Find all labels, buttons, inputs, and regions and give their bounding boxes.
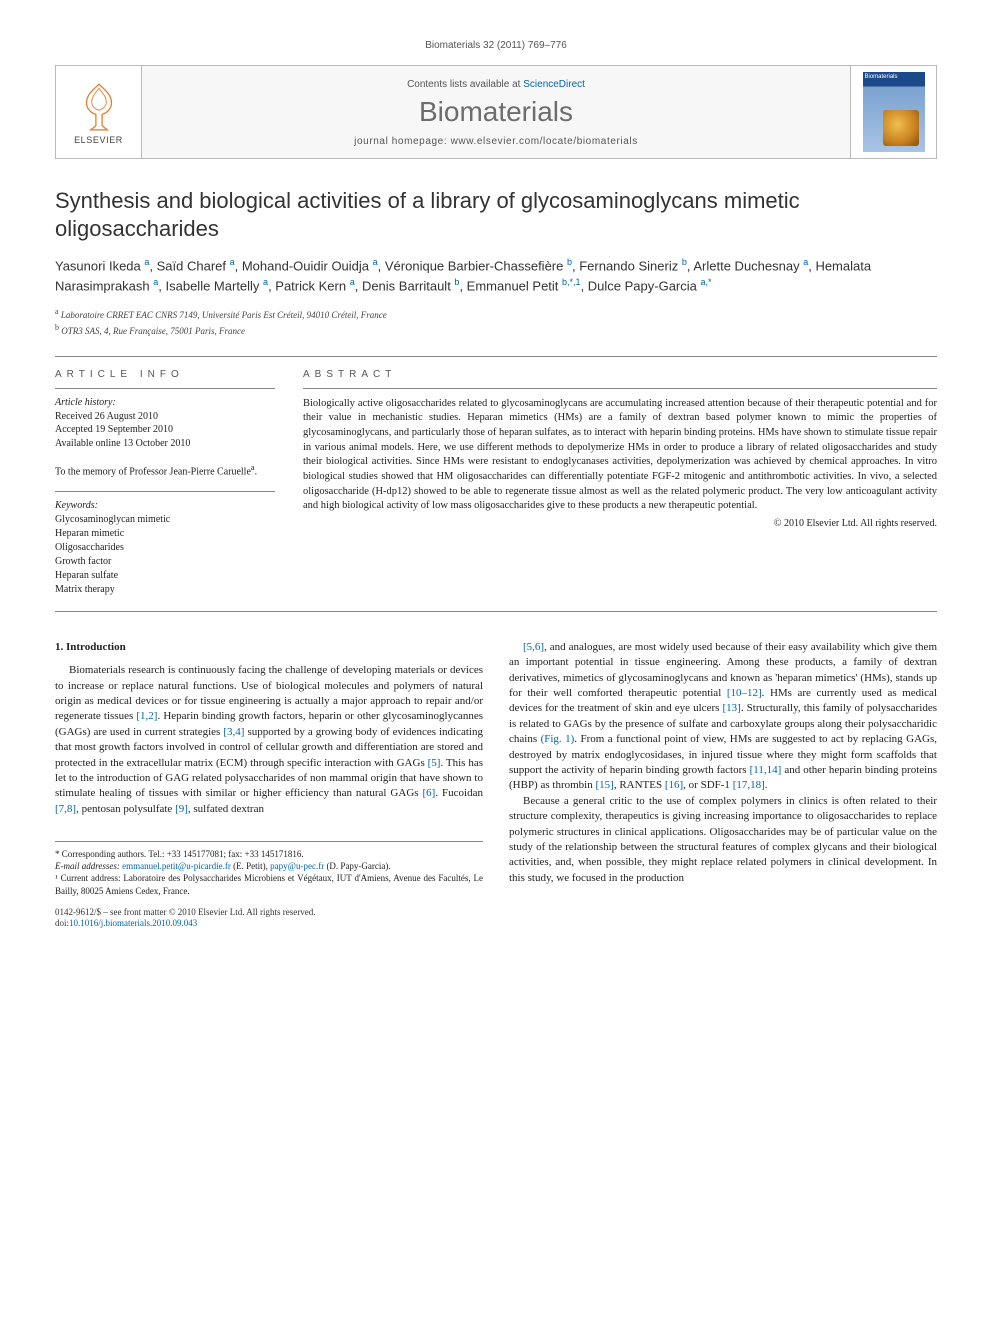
history-received: Received 26 August 2010 — [55, 410, 275, 424]
body-columns: 1. Introduction Biomaterials research is… — [55, 640, 937, 930]
keyword-item: Heparan sulfate — [55, 569, 275, 583]
info-rule — [55, 388, 275, 389]
history-accepted: Accepted 19 September 2010 — [55, 423, 275, 437]
citation-link[interactable]: [9] — [175, 803, 188, 815]
abstract-text: Biologically active oligosaccharides rel… — [303, 397, 937, 515]
footnotes: * Corresponding authors. Tel.: +33 14517… — [55, 841, 483, 930]
email-addresses: E-mail addresses: emmanuel.petit@u-picar… — [55, 860, 483, 872]
doi-line: doi:10.1016/j.biomaterials.2010.09.043 — [55, 918, 483, 930]
running-header: Biomaterials 32 (2011) 769–776 — [55, 40, 937, 51]
doi-link[interactable]: 10.1016/j.biomaterials.2010.09.043 — [69, 918, 197, 928]
figure-link[interactable]: (Fig. 1) — [541, 733, 575, 745]
citation-link[interactable]: [16] — [665, 779, 683, 791]
sciencedirect-link[interactable]: ScienceDirect — [523, 79, 585, 90]
journal-masthead: ELSEVIER Contents lists available at Sci… — [55, 65, 937, 159]
email-link-papy[interactable]: papy@u-pec.fr — [270, 861, 324, 871]
publisher-name: ELSEVIER — [74, 135, 123, 145]
journal-cover-thumb: Biomaterials — [850, 66, 936, 158]
intro-para-2: [5,6], and analogues, are most widely us… — [509, 640, 937, 794]
keyword-item: Growth factor — [55, 555, 275, 569]
affiliation-a: a Laboratoire CRRET EAC CNRS 7149, Unive… — [55, 306, 937, 322]
citation-link[interactable]: [5] — [428, 757, 441, 769]
publisher-logo: ELSEVIER — [56, 66, 142, 158]
abstract-label: ABSTRACT — [303, 369, 937, 380]
kw-rule — [55, 491, 275, 492]
citation-link[interactable]: [6] — [423, 787, 436, 799]
keywords-label: Keywords: — [55, 500, 275, 511]
contents-prefix: Contents lists available at — [407, 79, 523, 90]
keyword-item: Oligosaccharides — [55, 541, 275, 555]
homepage-link[interactable]: www.elsevier.com/locate/biomaterials — [451, 136, 638, 147]
citation-link[interactable]: [10–12] — [727, 687, 762, 699]
keyword-item: Matrix therapy — [55, 583, 275, 597]
current-address: ¹ Current address: Laboratoire des Polys… — [55, 872, 483, 896]
abstract-rule — [303, 388, 937, 389]
article-title: Synthesis and biological activities of a… — [55, 187, 937, 242]
homepage-prefix: journal homepage: — [354, 136, 450, 147]
issn-line: 0142-9612/$ – see front matter © 2010 El… — [55, 907, 483, 919]
intro-para-1: Biomaterials research is continuously fa… — [55, 663, 483, 817]
keyword-item: Glycosaminoglycan mimetic — [55, 513, 275, 527]
masthead-center: Contents lists available at ScienceDirec… — [142, 66, 850, 158]
citation-link[interactable]: [7,8] — [55, 803, 76, 815]
abstract-copyright: © 2010 Elsevier Ltd. All rights reserved… — [303, 518, 937, 529]
abstract-column: ABSTRACT Biologically active oligosaccha… — [303, 369, 937, 597]
citation-link[interactable]: [17,18] — [733, 779, 765, 791]
citation-link[interactable]: [15] — [595, 779, 613, 791]
citation-link[interactable]: [11,14] — [750, 764, 782, 776]
journal-name: Biomaterials — [146, 96, 846, 128]
cover-title: Biomaterials — [865, 74, 923, 80]
front-matter-copyright: 0142-9612/$ – see front matter © 2010 El… — [55, 907, 483, 930]
email-link-petit[interactable]: emmanuel.petit@u-picardie.fr — [122, 861, 231, 871]
affiliations: a Laboratoire CRRET EAC CNRS 7149, Unive… — [55, 306, 937, 337]
contents-line: Contents lists available at ScienceDirec… — [146, 79, 846, 90]
citation-link[interactable]: [3,4] — [223, 726, 244, 738]
affiliation-b: b OTR3 SAS, 4, Rue Française, 75001 Pari… — [55, 322, 937, 338]
author-list: Yasunori Ikeda a, Saïd Charef a, Mohand-… — [55, 256, 937, 296]
history-online: Available online 13 October 2010 — [55, 437, 275, 451]
cover-image-icon — [883, 110, 919, 146]
section-heading-intro: 1. Introduction — [55, 640, 483, 655]
article-info-column: ARTICLE INFO Article history: Received 2… — [55, 369, 275, 597]
citation-link[interactable]: [1,2] — [136, 710, 157, 722]
history-lines: Received 26 August 2010 Accepted 19 Sept… — [55, 410, 275, 451]
article-info-label: ARTICLE INFO — [55, 369, 275, 380]
homepage-line: journal homepage: www.elsevier.com/locat… — [146, 136, 846, 147]
citation-link[interactable]: [5,6] — [523, 641, 544, 653]
history-label: Article history: — [55, 397, 275, 408]
keywords-list: Glycosaminoglycan mimetic Heparan mimeti… — [55, 513, 275, 597]
keyword-item: Heparan mimetic — [55, 527, 275, 541]
intro-para-3: Because a general critic to the use of c… — [509, 794, 937, 886]
elsevier-tree-icon — [77, 80, 121, 132]
abstract-bottom-rule — [55, 611, 937, 612]
corresponding-author: * Corresponding authors. Tel.: +33 14517… — [55, 848, 483, 860]
section-rule — [55, 356, 937, 357]
citation-link[interactable]: [13] — [722, 702, 740, 714]
dedication: To the memory of Professor Jean-Pierre C… — [55, 462, 275, 479]
